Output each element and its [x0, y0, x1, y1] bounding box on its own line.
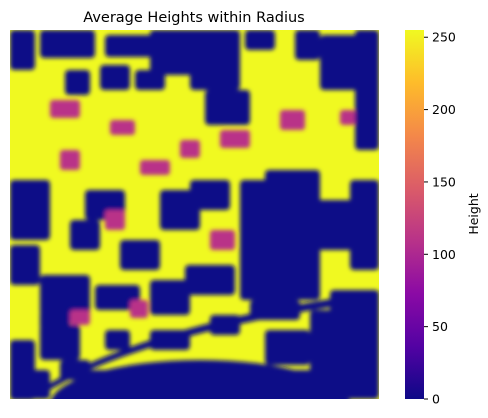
heatmap-region: [105, 210, 125, 230]
heatmap-image: [10, 30, 379, 399]
heatmap-region: [205, 90, 250, 125]
heatmap-region: [180, 140, 200, 158]
colorbar-tick-label: 200: [432, 102, 456, 117]
heatmap-region: [10, 370, 50, 399]
heatmap-region: [40, 30, 95, 58]
heatmap-region: [220, 130, 250, 148]
heatmap-region: [70, 310, 90, 325]
heatmap-region: [185, 265, 235, 295]
heatmap-region: [65, 70, 90, 95]
heatmap-region: [140, 160, 170, 175]
colorbar-label: Height: [466, 193, 481, 234]
heatmap-region: [350, 180, 379, 270]
heatmap-region: [135, 70, 165, 90]
heatmap-region: [10, 180, 50, 240]
colorbar: 0 50 100 150 200 250 Height: [405, 30, 481, 407]
heatmap-region: [245, 30, 275, 50]
heatmap-region: [280, 110, 305, 130]
heatmap-regions: [10, 30, 379, 399]
heatmap-region: [355, 30, 379, 150]
colorbar-tick-label: 0: [432, 392, 440, 407]
heatmap-region: [310, 200, 355, 250]
heatmap-region: [210, 230, 235, 250]
heatmap-region: [130, 300, 148, 318]
colorbar-tick-label: 150: [432, 174, 456, 189]
heatmap-region: [265, 170, 320, 210]
heatmap-region: [70, 220, 100, 250]
heatmap-region: [190, 180, 230, 210]
heatmap-region: [120, 240, 160, 270]
colorbar-ticks: 0 50 100 150 200 250: [424, 30, 456, 407]
heatmap-region: [150, 280, 190, 315]
heatmap-region: [50, 100, 80, 118]
heatmap-region: [110, 120, 135, 135]
heatmap-region: [10, 30, 35, 70]
chart-title: Average Heights within Radius: [83, 10, 304, 26]
heatmap-region: [40, 325, 80, 360]
colorbar-tick-label: 50: [432, 319, 448, 334]
heatmap-region: [60, 150, 80, 170]
heatmap-region: [10, 245, 40, 285]
heatmap-region: [95, 285, 140, 310]
heatmap-region: [105, 330, 130, 350]
heatmap-region: [25, 292, 379, 399]
heatmap-region: [100, 65, 130, 90]
colorbar-bar: [405, 30, 424, 399]
heatmap-region: [190, 30, 240, 90]
colorbar-tick-label: 250: [432, 30, 456, 45]
heatmap-region: [40, 275, 90, 315]
heatmap-region: [295, 30, 320, 60]
heatmap-region: [340, 110, 355, 125]
heatmap-region: [80, 370, 340, 399]
colorbar-tick-label: 100: [432, 247, 456, 262]
heatmap-region: [265, 330, 310, 365]
